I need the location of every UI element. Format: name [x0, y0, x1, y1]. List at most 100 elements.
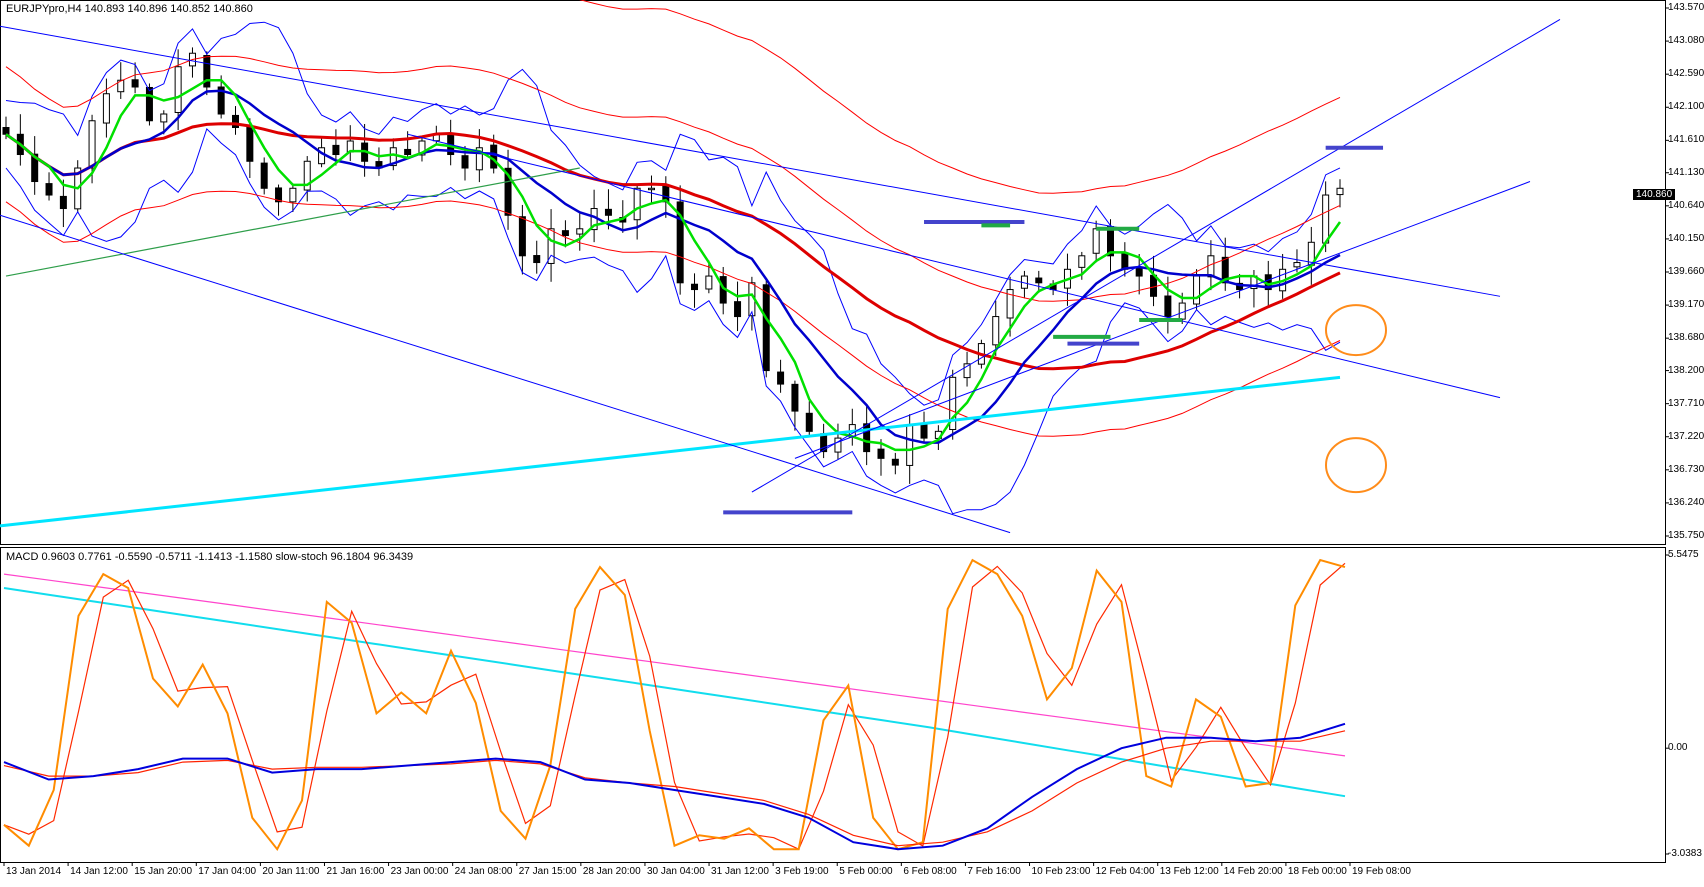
price-tick-label: 143.570	[1668, 2, 1704, 13]
time-tick-label: 20 Jan 11:00	[262, 866, 320, 877]
candle-body	[1336, 187, 1344, 196]
candle-body	[791, 383, 799, 412]
candle-body	[404, 148, 412, 156]
candle-body	[145, 86, 153, 122]
price-tick-label: 137.710	[1668, 397, 1704, 409]
indicator-tick-label: -3.0383	[1668, 848, 1702, 859]
candle-body	[504, 167, 512, 216]
candle-body	[1221, 256, 1229, 284]
time-tick-label: 21 Jan 16:00	[326, 866, 385, 877]
candle-body	[805, 412, 813, 432]
signal-line-magenta	[3, 573, 1346, 757]
time-tick-label: 24 Jan 08:00	[454, 866, 513, 877]
price-tick-label: 139.660	[1668, 266, 1704, 277]
candle-body	[1078, 255, 1086, 268]
candle-body	[160, 113, 168, 123]
candle-body	[949, 376, 957, 431]
candle-body	[762, 284, 770, 372]
time-tick-label: 13 Jan 2014	[6, 866, 62, 877]
time-tick-label: 6 Feb 08:00	[903, 866, 957, 877]
ma-green	[5, 78, 1342, 452]
candle-body	[992, 316, 1000, 346]
candle-body	[877, 448, 885, 459]
candle-body	[1193, 275, 1201, 305]
candle-body	[203, 55, 211, 88]
candle-body	[59, 195, 67, 210]
price-tick-label: 142.100	[1668, 101, 1704, 113]
stoch-signal-line	[3, 562, 1346, 851]
indicator-title: MACD 0.9603 0.7761 -0.5590 -0.5711 -1.14…	[6, 551, 414, 563]
candle-body	[863, 423, 871, 453]
candle-body	[604, 208, 612, 216]
candle-body	[217, 86, 225, 115]
price-tick-label: 143.080	[1668, 35, 1704, 47]
channel-line	[751, 19, 1561, 493]
candle-body	[891, 458, 899, 466]
time-tick-label: 10 Feb 23:00	[1031, 866, 1091, 877]
price-tick-label: 135.750	[1668, 530, 1704, 541]
candle-body	[1121, 253, 1129, 270]
candle-body	[461, 155, 469, 169]
price-tick-label: 140.150	[1668, 232, 1704, 244]
envelope-line	[5, 55, 1341, 302]
candle-body	[1135, 267, 1143, 277]
candle-body	[31, 153, 39, 183]
time-tick-label: 19 Feb 08:00	[1352, 866, 1411, 877]
ma-red-thick	[5, 122, 1341, 371]
candle-body	[260, 162, 268, 189]
price-tick-label: 140.640	[1668, 199, 1704, 211]
time-tick-label: 7 Feb 16:00	[967, 866, 1021, 877]
candle-body	[131, 79, 139, 88]
envelope-line	[5, 190, 1341, 437]
candle-body	[576, 228, 584, 235]
macd-signal-line	[3, 730, 1346, 847]
candle-body	[45, 183, 53, 196]
candle-body	[1035, 277, 1043, 284]
price-tick-label: 141.610	[1668, 134, 1704, 146]
price-tick-label: 138.680	[1668, 332, 1704, 344]
indicator-tick-label: 0.00	[1668, 742, 1688, 754]
candle-body	[705, 275, 713, 290]
annotation-circle	[1325, 304, 1387, 357]
candle-body	[88, 120, 96, 169]
candle-body	[2, 127, 10, 135]
macd-main-line	[3, 722, 1346, 851]
candle-body	[102, 93, 110, 124]
sub-frame	[0, 547, 1666, 863]
candle-body	[117, 79, 125, 93]
candle-body	[1092, 228, 1100, 254]
time-tick-label: 5 Feb 00:00	[839, 866, 893, 877]
time-tick-label: 28 Jan 20:00	[582, 866, 641, 877]
candle-body	[389, 147, 397, 167]
time-tick-label: 12 Feb 04:00	[1095, 866, 1155, 877]
chart-title: EURJPYpro,H4 140.893 140.896 140.852 140…	[6, 3, 253, 15]
indicator-tick-label: 5.5475	[1668, 549, 1699, 560]
candle-body	[963, 363, 971, 379]
time-tick-label: 30 Jan 04:00	[646, 866, 705, 877]
envelope-line	[579, 0, 1341, 194]
time-tick-label: 31 Jan 12:00	[711, 866, 769, 877]
price-tick-label: 139.170	[1668, 299, 1704, 311]
price-tick-label: 136.240	[1668, 496, 1704, 508]
price-tick-label: 138.200	[1668, 364, 1704, 376]
annotation-circle	[1325, 437, 1387, 494]
time-tick-label: 14 Feb 20:00	[1223, 866, 1283, 877]
time-tick-label: 23 Jan 00:00	[390, 866, 449, 877]
candle-body	[691, 283, 699, 291]
price-tick-label: 137.220	[1668, 430, 1704, 442]
time-tick-label: 14 Jan 12:00	[70, 866, 128, 877]
candle-body	[289, 187, 297, 203]
ma-blue	[5, 89, 1341, 444]
candle-body	[174, 66, 182, 113]
time-tick-label: 13 Feb 12:00	[1159, 866, 1219, 877]
candle-body	[232, 114, 240, 129]
price-tick-label: 142.590	[1668, 68, 1704, 80]
candle-body	[1178, 302, 1186, 320]
channel-line	[0, 214, 1011, 534]
candle-body	[1207, 255, 1215, 278]
channel-line	[0, 25, 1501, 297]
candle-body	[777, 371, 785, 385]
candle-body	[1322, 194, 1330, 244]
